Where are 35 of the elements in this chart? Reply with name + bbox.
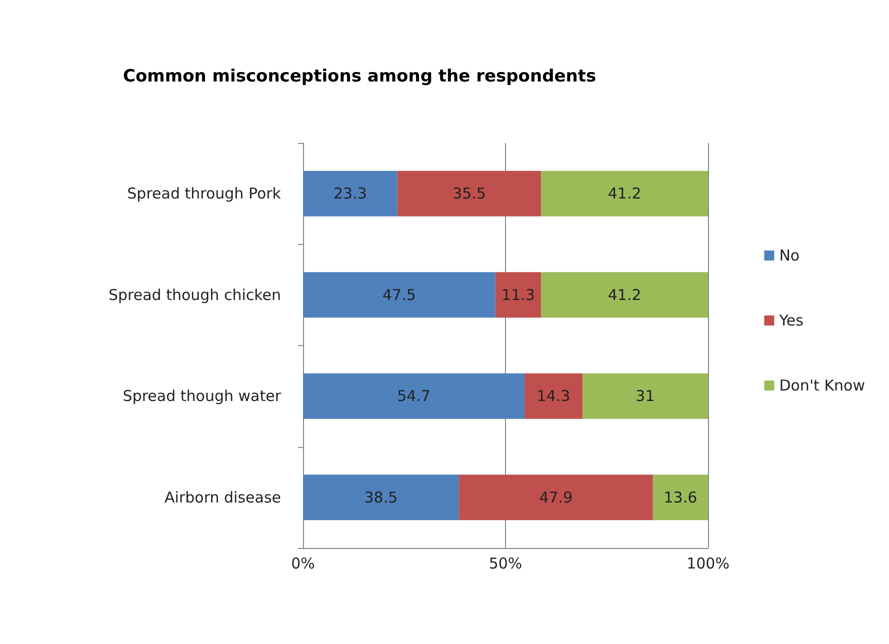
- chart-title: Common misconceptions among the respondents: [123, 66, 596, 86]
- data-label: 11.3: [502, 286, 535, 304]
- bar: [303, 373, 525, 419]
- data-label: 41.2: [608, 286, 642, 304]
- bar: [303, 474, 459, 520]
- bar: [303, 170, 398, 216]
- bar: [582, 373, 708, 419]
- y-tick-label: Spread through Pork: [127, 184, 282, 203]
- y-tick-label: Airborn disease: [164, 488, 281, 506]
- x-tick-label: 50%: [488, 554, 522, 572]
- data-label: 38.5: [364, 488, 398, 506]
- bar: [541, 170, 708, 216]
- x-tick-label: 0%: [291, 554, 315, 572]
- data-label: 47.5: [382, 286, 416, 304]
- bar: [397, 170, 542, 216]
- bar: [524, 373, 582, 419]
- bar: [541, 272, 708, 318]
- data-label: 35.5: [452, 184, 486, 203]
- data-label: 14.3: [536, 387, 570, 406]
- data-label: 31: [636, 387, 655, 406]
- bar: [495, 272, 542, 318]
- data-label: 13.6: [664, 488, 698, 506]
- y-tick-label: Spread though chicken: [108, 286, 281, 304]
- legend-label: Yes: [778, 312, 804, 330]
- legend-label: Don't Know: [779, 376, 865, 394]
- data-label: 23.3: [333, 184, 367, 203]
- bar: [652, 474, 708, 520]
- data-label: 54.7: [397, 387, 430, 406]
- data-label: 41.2: [608, 184, 642, 203]
- bar: [458, 474, 653, 520]
- x-tick-label: 100%: [686, 554, 730, 572]
- bar: [303, 272, 496, 318]
- y-tick-label: Spread though water: [122, 387, 282, 406]
- data-label: 47.9: [539, 488, 573, 506]
- legend-label: No: [779, 246, 800, 264]
